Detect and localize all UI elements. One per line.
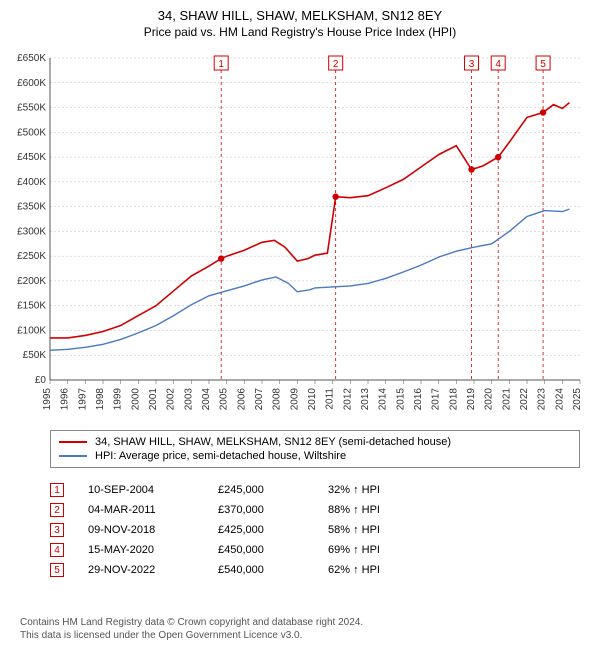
- legend-item: 34, SHAW HILL, SHAW, MELKSHAM, SN12 8EY …: [59, 435, 571, 449]
- svg-text:1997: 1997: [77, 388, 88, 411]
- sale-price: £245,000: [218, 484, 328, 496]
- footer-attribution: Contains HM Land Registry data © Crown c…: [20, 616, 580, 642]
- chart-subtitle: Price paid vs. HM Land Registry's House …: [0, 23, 600, 39]
- svg-text:£300K: £300K: [17, 226, 46, 237]
- sale-date: 29-NOV-2022: [88, 564, 218, 576]
- sale-date: 10-SEP-2004: [88, 484, 218, 496]
- svg-text:2018: 2018: [448, 388, 459, 411]
- svg-text:2014: 2014: [378, 388, 389, 411]
- legend-swatch: [59, 441, 87, 443]
- legend-label: 34, SHAW HILL, SHAW, MELKSHAM, SN12 8EY …: [95, 436, 451, 448]
- svg-text:£400K: £400K: [17, 177, 46, 188]
- sale-date: 04-MAR-2011: [88, 504, 218, 516]
- svg-text:£100K: £100K: [17, 325, 46, 336]
- chart-svg: £0 £50K £100K £150K £200K £250K £300K £350K £400…: [0, 48, 600, 428]
- sale-row: 1 10-SEP-2004£245,00032% ↑ HPI: [50, 480, 580, 500]
- sale-marker-3: 3: [50, 523, 64, 537]
- svg-text:£500K: £500K: [17, 127, 46, 138]
- svg-text:£650K: £650K: [17, 53, 46, 64]
- footer-line-2: This data is licensed under the Open Gov…: [20, 629, 580, 642]
- svg-text:£0: £0: [35, 375, 47, 386]
- svg-text:3: 3: [469, 59, 475, 70]
- footer-line-1: Contains HM Land Registry data © Crown c…: [20, 616, 580, 629]
- svg-text:2002: 2002: [166, 388, 177, 411]
- legend: 34, SHAW HILL, SHAW, MELKSHAM, SN12 8EY …: [50, 430, 580, 468]
- sale-pct: 69% ↑ HPI: [328, 544, 428, 556]
- svg-text:2001: 2001: [148, 388, 159, 411]
- svg-text:2021: 2021: [501, 388, 512, 411]
- svg-text:£450K: £450K: [17, 152, 46, 163]
- svg-text:2015: 2015: [395, 388, 406, 411]
- legend-item: HPI: Average price, semi-detached house,…: [59, 449, 571, 463]
- svg-text:2019: 2019: [466, 388, 477, 411]
- sale-pct: 88% ↑ HPI: [328, 504, 428, 516]
- svg-text:£350K: £350K: [17, 202, 46, 213]
- svg-text:2020: 2020: [484, 388, 495, 411]
- sale-pct: 58% ↑ HPI: [328, 524, 428, 536]
- sale-date: 15-MAY-2020: [88, 544, 218, 556]
- svg-text:2008: 2008: [272, 388, 283, 411]
- sale-date: 09-NOV-2018: [88, 524, 218, 536]
- svg-text:1996: 1996: [60, 388, 71, 411]
- sale-row: 5 29-NOV-2022£540,00062% ↑ HPI: [50, 560, 580, 580]
- sale-price: £450,000: [218, 544, 328, 556]
- sale-row: 2 04-MAR-2011£370,00088% ↑ HPI: [50, 500, 580, 520]
- legend-swatch: [59, 455, 87, 457]
- svg-text:2000: 2000: [130, 388, 141, 411]
- svg-text:2023: 2023: [537, 388, 548, 411]
- svg-text:£550K: £550K: [17, 103, 46, 114]
- sale-price: £540,000: [218, 564, 328, 576]
- svg-text:2006: 2006: [236, 388, 247, 411]
- svg-text:2003: 2003: [183, 388, 194, 411]
- sale-marker-4: 4: [50, 543, 64, 557]
- svg-text:1: 1: [218, 59, 224, 70]
- legend-label: HPI: Average price, semi-detached house,…: [95, 450, 346, 462]
- chart-title: 34, SHAW HILL, SHAW, MELKSHAM, SN12 8EY: [0, 0, 600, 23]
- sale-price: £370,000: [218, 504, 328, 516]
- sale-marker-2: 2: [50, 503, 64, 517]
- sales-table: 1 10-SEP-2004£245,00032% ↑ HPI 2 04-MAR-201…: [50, 480, 580, 580]
- svg-text:2017: 2017: [431, 388, 442, 411]
- svg-text:1995: 1995: [42, 388, 53, 411]
- svg-text:1998: 1998: [95, 388, 106, 411]
- svg-text:2: 2: [333, 59, 339, 70]
- chart-area: £0 £50K £100K £150K £200K £250K £300K £350K £400…: [0, 48, 600, 428]
- svg-text:2007: 2007: [254, 388, 265, 411]
- svg-text:£150K: £150K: [17, 301, 46, 312]
- sale-price: £425,000: [218, 524, 328, 536]
- svg-text:2024: 2024: [554, 388, 565, 411]
- sale-marker-1: 1: [50, 483, 64, 497]
- svg-text:4: 4: [495, 59, 501, 70]
- svg-text:£50K: £50K: [23, 350, 47, 361]
- sale-marker-5: 5: [50, 563, 64, 577]
- svg-text:5: 5: [540, 59, 546, 70]
- svg-text:2025: 2025: [572, 388, 583, 411]
- svg-text:2004: 2004: [201, 388, 212, 411]
- sale-pct: 32% ↑ HPI: [328, 484, 428, 496]
- svg-text:2011: 2011: [325, 388, 336, 410]
- svg-text:2010: 2010: [307, 388, 318, 411]
- svg-text:£200K: £200K: [17, 276, 46, 287]
- svg-text:2016: 2016: [413, 388, 424, 411]
- svg-text:£250K: £250K: [17, 251, 46, 262]
- svg-text:2022: 2022: [519, 388, 530, 411]
- svg-text:2009: 2009: [289, 388, 300, 411]
- svg-text:2012: 2012: [342, 388, 353, 411]
- svg-text:£600K: £600K: [17, 78, 46, 89]
- sale-row: 4 15-MAY-2020£450,00069% ↑ HPI: [50, 540, 580, 560]
- sale-row: 3 09-NOV-2018£425,00058% ↑ HPI: [50, 520, 580, 540]
- svg-text:1999: 1999: [113, 388, 124, 411]
- svg-text:2013: 2013: [360, 388, 371, 411]
- svg-text:2005: 2005: [219, 388, 230, 411]
- sale-pct: 62% ↑ HPI: [328, 564, 428, 576]
